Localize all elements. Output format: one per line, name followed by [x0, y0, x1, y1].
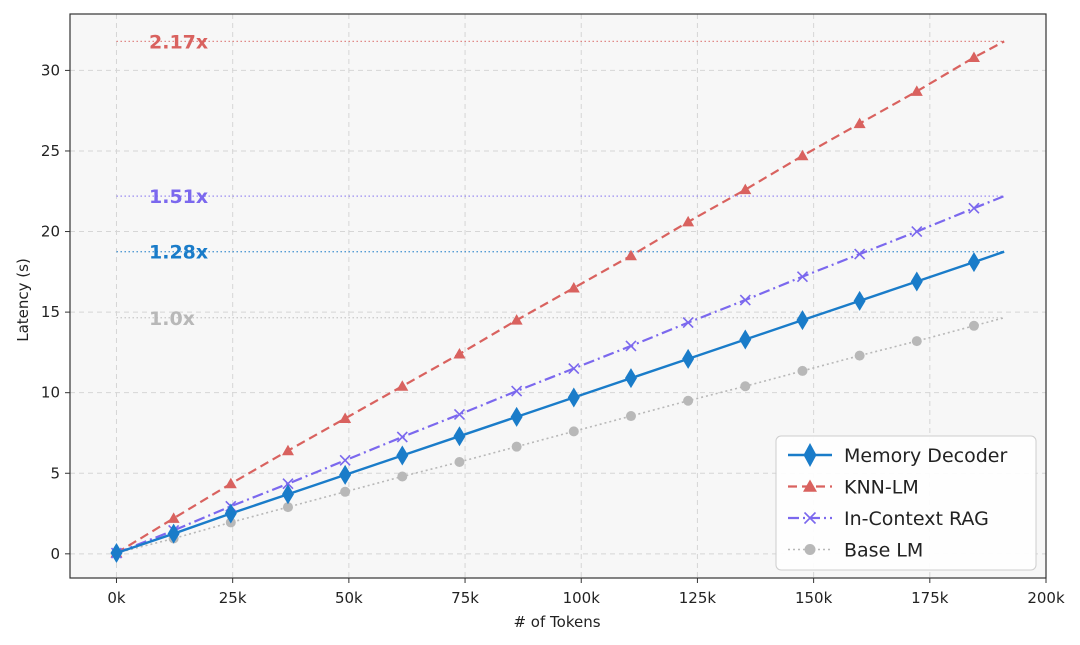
legend-label: Base LM	[844, 540, 923, 562]
marker-triangle	[853, 117, 866, 129]
marker-diamond	[682, 348, 695, 369]
x-tick-label: 150k	[795, 589, 833, 607]
marker-circle	[397, 471, 408, 482]
ratio-label: 1.51x	[149, 186, 208, 208]
ratio-labels: 2.17x 1.51x 1.28x 1.0x	[149, 31, 208, 329]
ratio-label: 2.17x	[149, 31, 208, 53]
marker-triangle	[739, 183, 752, 195]
marker-circle	[625, 411, 636, 422]
marker-triangle	[339, 412, 352, 423]
marker-triangle	[682, 215, 695, 227]
x-axis: 0k 25k 50k 75k 100k 125k 150k 175k 200k	[107, 578, 1065, 607]
marker-diamond	[510, 406, 523, 427]
marker-triangle	[281, 444, 294, 456]
legend-label: In-Context RAG	[844, 508, 989, 530]
x-tick-label: 75k	[451, 589, 479, 607]
marker-x	[625, 340, 637, 352]
marker-x	[968, 202, 980, 214]
marker-triangle	[803, 479, 817, 492]
marker-x	[911, 225, 923, 238]
x-tick-label: 100k	[563, 589, 601, 607]
legend: Memory Decoder KNN-LM In-Context RAG Base L…	[775, 435, 1037, 571]
ratio-label: 1.0x	[149, 308, 195, 330]
marker-x	[854, 248, 866, 260]
marker-x	[796, 271, 809, 283]
marker-x	[803, 511, 817, 525]
marker-x	[739, 294, 751, 306]
y-axis: 0 5 10 15 20 25 30	[41, 61, 70, 563]
marker-diamond	[796, 310, 809, 331]
marker-triangle	[510, 314, 523, 325]
legend-label: KNN-LM	[844, 477, 919, 499]
marker-triangle	[967, 51, 980, 63]
marker-diamond	[803, 443, 817, 467]
marker-x	[682, 317, 694, 329]
y-axis-title: Latency (s)	[14, 258, 32, 342]
y-tick-label: 15	[41, 303, 60, 321]
marker-x	[511, 385, 523, 397]
marker-x	[396, 431, 408, 443]
marker-circle	[804, 544, 816, 555]
marker-diamond	[567, 387, 580, 408]
marker-triangle	[396, 380, 409, 391]
marker-circle	[568, 426, 579, 437]
marker-diamond	[853, 290, 866, 311]
marker-x	[339, 454, 351, 466]
y-tick-label: 20	[41, 223, 60, 241]
marker-circle	[968, 320, 979, 331]
marker-circle	[740, 381, 751, 392]
marker-diamond	[739, 329, 752, 350]
series-markers	[110, 51, 980, 564]
marker-diamond	[453, 426, 466, 447]
y-tick-label: 5	[50, 464, 60, 482]
plot-frame	[69, 13, 1047, 579]
legend-box	[775, 435, 1037, 571]
marker-diamond	[624, 368, 637, 389]
y-tick-label: 25	[41, 142, 60, 160]
marker-triangle	[167, 512, 180, 523]
marker-x	[568, 362, 580, 375]
marker-triangle	[796, 149, 809, 161]
x-tick-label: 125k	[679, 589, 717, 607]
marker-circle	[797, 365, 808, 376]
y-tick-label: 30	[41, 61, 60, 79]
marker-circle	[511, 441, 522, 452]
marker-triangle	[453, 348, 466, 359]
x-axis-title: # of Tokens	[513, 613, 600, 631]
x-tick-label: 0k	[107, 589, 126, 607]
marker-triangle	[910, 85, 923, 96]
marker-circle	[340, 486, 351, 497]
y-tick-label: 0	[50, 545, 60, 563]
marker-circle	[683, 395, 694, 406]
x-tick-label: 25k	[219, 589, 247, 607]
marker-diamond	[224, 503, 237, 524]
marker-diamond	[339, 464, 352, 485]
marker-x	[282, 478, 294, 490]
marker-circle	[854, 350, 865, 361]
marker-diamond	[167, 523, 180, 544]
marker-x	[453, 408, 466, 421]
y-tick-label: 10	[41, 384, 60, 402]
marker-circle	[454, 456, 465, 467]
x-tick-label: 200k	[1027, 589, 1065, 607]
marker-triangle	[624, 249, 637, 261]
legend-label: Memory Decoder	[844, 445, 1007, 467]
x-tick-label: 50k	[335, 589, 363, 607]
marker-triangle	[567, 281, 580, 293]
marker-circle	[911, 336, 922, 347]
marker-diamond	[396, 445, 409, 466]
marker-diamond	[110, 543, 123, 564]
marker-diamond	[910, 271, 923, 292]
marker-diamond	[281, 484, 294, 505]
marker-circle	[282, 502, 293, 513]
marker-diamond	[967, 252, 980, 273]
x-tick-label: 175k	[911, 589, 949, 607]
ratio-label: 1.28x	[149, 242, 208, 264]
marker-triangle	[224, 477, 237, 489]
